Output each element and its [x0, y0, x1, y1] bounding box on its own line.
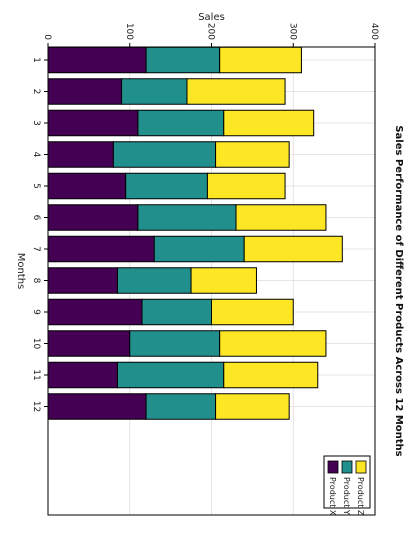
bar-product-z-month-7	[243, 235, 343, 263]
bar-product-x-month-1	[47, 46, 147, 74]
bar-product-y-month-2	[121, 78, 188, 105]
month-tick-label: 1	[31, 57, 41, 63]
bar-product-z-month-5	[206, 172, 286, 200]
bar-product-y-month-9	[141, 298, 212, 326]
value-tick-label: 300	[287, 23, 297, 40]
bar-product-y-month-5	[125, 172, 208, 200]
bar-product-z-month-1	[219, 46, 302, 74]
bar-product-z-month-4	[215, 141, 290, 168]
bar-product-y-month-11	[116, 361, 225, 389]
bar-product-x-month-4	[47, 141, 114, 168]
bar-product-z-month-10	[219, 330, 327, 357]
bar-product-z-month-3	[223, 109, 315, 137]
month-tick-label: 3	[31, 120, 41, 126]
bar-product-y-month-12	[145, 393, 217, 420]
bar-product-x-month-5	[47, 172, 127, 200]
bar-product-x-month-3	[47, 109, 139, 137]
month-tick-label: 6	[31, 215, 41, 221]
bar-product-z-month-11	[223, 361, 319, 389]
value-tick-label: 100	[124, 23, 134, 40]
legend-swatch-product-z	[355, 460, 367, 474]
month-tick-label: 2	[31, 89, 41, 95]
month-tick-label: 7	[31, 246, 41, 252]
bar-product-y-month-4	[112, 141, 217, 168]
value-tick-label: 200	[206, 23, 216, 40]
legend-label: Product Y	[342, 477, 351, 515]
bar-product-y-month-7	[153, 235, 245, 263]
bar-product-x-month-6	[47, 204, 139, 231]
bar-product-z-month-2	[186, 78, 286, 105]
month-tick-label: 8	[31, 278, 41, 284]
bar-product-x-month-10	[47, 330, 131, 357]
category-axis-label: Months	[15, 253, 26, 290]
month-tick-label: 11	[31, 369, 41, 380]
bar-product-y-month-3	[137, 109, 225, 137]
chart-title: Sales Performance of Different Products …	[393, 125, 404, 456]
bar-product-x-month-2	[47, 78, 123, 105]
legend-label: Product Z	[356, 477, 365, 516]
bar-product-z-month-9	[211, 298, 294, 326]
value-tick-label: 400	[369, 23, 379, 40]
month-tick-label: 5	[31, 183, 41, 189]
value-axis-label: Sales	[198, 12, 225, 23]
bar-product-y-month-10	[129, 330, 221, 357]
bar-product-x-month-7	[47, 235, 155, 263]
bar-product-z-month-8	[190, 267, 257, 294]
bar-product-x-month-9	[47, 298, 143, 326]
bar-product-y-month-6	[137, 204, 237, 231]
value-tick-label: 0	[42, 34, 52, 40]
month-tick-label: 10	[31, 338, 41, 350]
bar-product-y-month-8	[116, 267, 192, 294]
bar-product-z-month-6	[235, 204, 327, 231]
legend-swatch-product-x	[327, 460, 339, 474]
bar-product-x-month-12	[47, 393, 147, 420]
legend-label: Product X	[328, 477, 337, 516]
month-tick-label: 4	[31, 152, 41, 158]
month-tick-label: 12	[31, 401, 41, 412]
bar-product-x-month-8	[47, 267, 118, 294]
bar-product-z-month-12	[215, 393, 290, 420]
month-tick-label: 9	[31, 309, 41, 315]
legend-swatch-product-y	[341, 460, 353, 474]
bar-product-x-month-11	[47, 361, 118, 389]
bar-product-y-month-1	[145, 46, 221, 74]
